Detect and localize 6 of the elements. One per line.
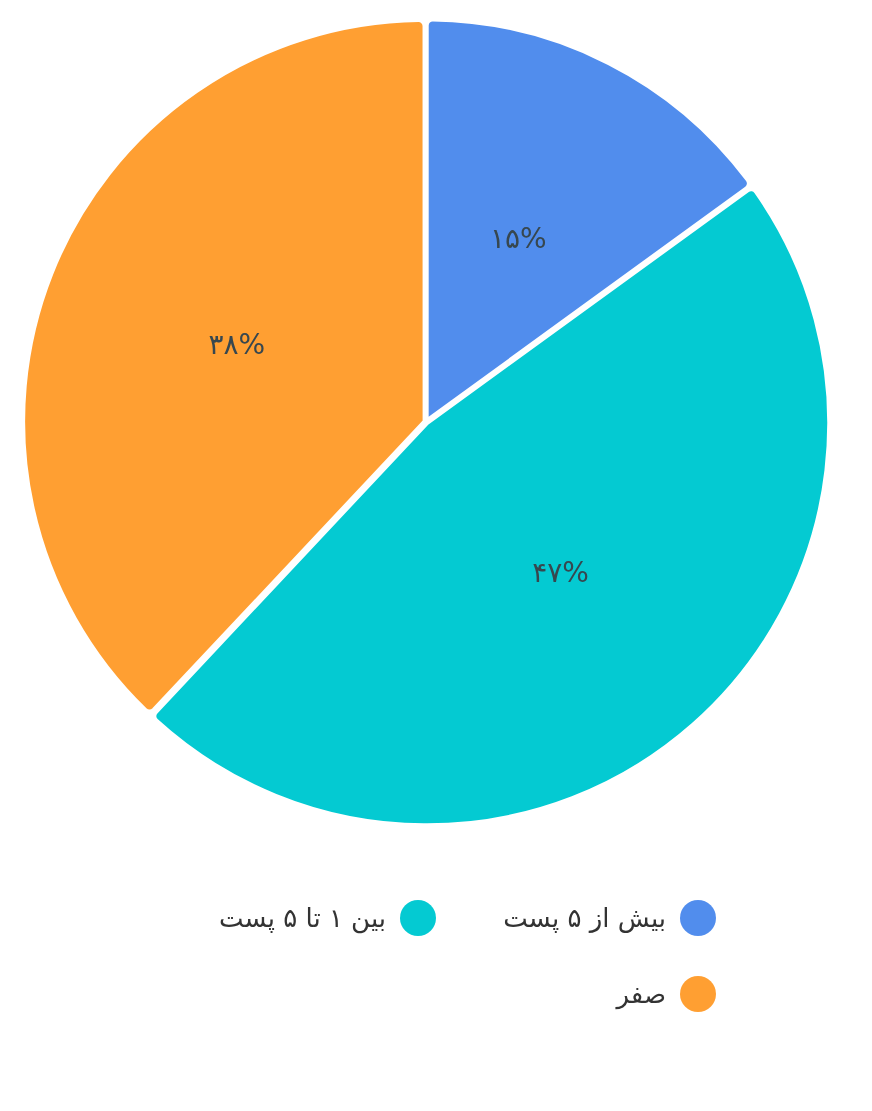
legend-label: بیش از ۵ پست: [503, 903, 666, 933]
data-label: ۳۸%: [208, 328, 266, 362]
legend-label: صفر: [616, 979, 666, 1009]
data-label: ۱۵%: [490, 221, 547, 255]
data-label: ۴۷%: [532, 555, 589, 589]
legend-label: بین ۱ تا ۵ پست: [219, 903, 386, 933]
